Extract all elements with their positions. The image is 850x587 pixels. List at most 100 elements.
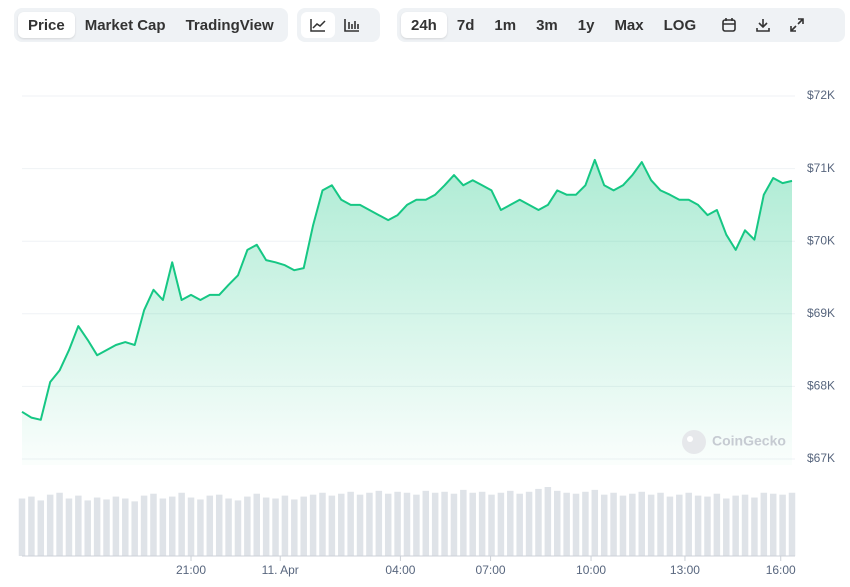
volume-bar [178,492,185,556]
volume-bar [37,500,45,556]
volume-bar [46,494,54,556]
x-tick-label: 07:00 [476,563,506,577]
volume-bar [572,493,580,556]
range[interactable]: Max [614,16,644,34]
volume-bar [206,495,214,556]
volume-bar [647,494,655,556]
x-tick-label: 16:00 [766,563,796,577]
volume-bar [150,493,157,556]
volume-bar [281,495,289,556]
range[interactable]: 1y [577,16,595,34]
watermark: CoinGecko [682,430,786,454]
range-tabs: 24h 7d 1m 3m 1y Max LOG [397,8,845,42]
volume-bar [450,493,458,556]
volume-bar [159,498,167,556]
volume-bar [413,494,420,556]
volume-bar [28,496,35,556]
tab[interactable]: Price [18,12,75,38]
volume-bar [685,492,692,556]
volume-bar [610,492,617,556]
volume-bar [140,495,148,556]
volume-bar [225,498,232,556]
volume-bar [751,497,758,556]
volume-bar [93,497,101,556]
expand-icon[interactable] [780,12,814,38]
volume-bar [75,495,82,556]
volume-bar [431,492,439,556]
x-tick-label: 21:00 [176,563,206,577]
volume-bar [619,495,627,556]
volume-bar [56,492,63,556]
volume-bar [741,494,749,556]
volume-bar [234,500,242,556]
tab[interactable]: Market Cap [84,16,166,34]
volume-bar [197,499,204,556]
volume-bar [469,492,476,556]
volume-bar [544,487,552,556]
x-tick-label: 04:00 [385,563,415,577]
range[interactable]: 3m [536,16,558,34]
volume-bar [779,494,786,556]
volume-bar [497,492,505,556]
volume-bar [272,498,279,556]
x-tick-label: 11. Apr [262,563,299,577]
volume-bar [215,494,223,556]
volume-bar [591,489,599,556]
area-fill [22,159,792,465]
y-tick-label: $67K [807,451,835,465]
volume-bar [328,495,336,556]
volume-bar [535,488,542,556]
price-line [21,158,793,421]
icon [310,19,326,32]
icon [722,18,736,32]
y-tick-label: $69K [807,306,835,320]
volume-bar [187,497,195,556]
volume-bar [704,496,711,556]
volume-bar [394,491,401,556]
volume-bar [356,494,364,556]
volume-bar [309,494,317,556]
volume-bar [366,492,373,556]
volume-bar [384,493,392,556]
range[interactable]: 7d [456,16,475,34]
chart-style [297,8,380,42]
volume-bar [713,493,721,556]
icon [344,19,359,32]
candle-icon[interactable] [335,12,369,38]
volume-bar [112,496,120,556]
tab[interactable]: TradingView [185,16,274,34]
view-tabs: Price Market Cap TradingView [14,8,288,42]
volume-bar [347,491,354,556]
volume-bar [375,490,383,556]
volume-bar [18,498,26,556]
volume-bar [638,491,646,556]
volume-bar [760,492,768,556]
volume-bar [478,491,486,556]
volume-bar [300,496,307,556]
volume-bar [441,491,448,556]
volume-bar [553,490,561,556]
calendar-icon[interactable] [712,12,746,38]
volume-bar [600,494,608,556]
x-tick-label: 10:00 [576,563,606,577]
volume-bar [319,492,326,556]
volume-bar [563,492,570,556]
volume-bar [769,493,777,556]
volume-bar [657,492,664,556]
download-icon[interactable] [746,12,780,38]
volume-bar [488,494,495,556]
range[interactable]: 1m [494,16,517,34]
volume-bar [103,499,110,556]
range[interactable]: LOG [663,16,697,34]
volume-bar [122,498,129,556]
y-tick-label: $68K [807,379,835,393]
volume-bar [65,498,73,556]
volume-bar [244,496,251,556]
line-icon[interactable] [301,12,335,38]
y-tick-label: $70K [807,233,835,247]
icon [756,19,770,32]
x-tick-label: 13:00 [670,563,700,577]
range[interactable]: 24h [401,12,447,38]
